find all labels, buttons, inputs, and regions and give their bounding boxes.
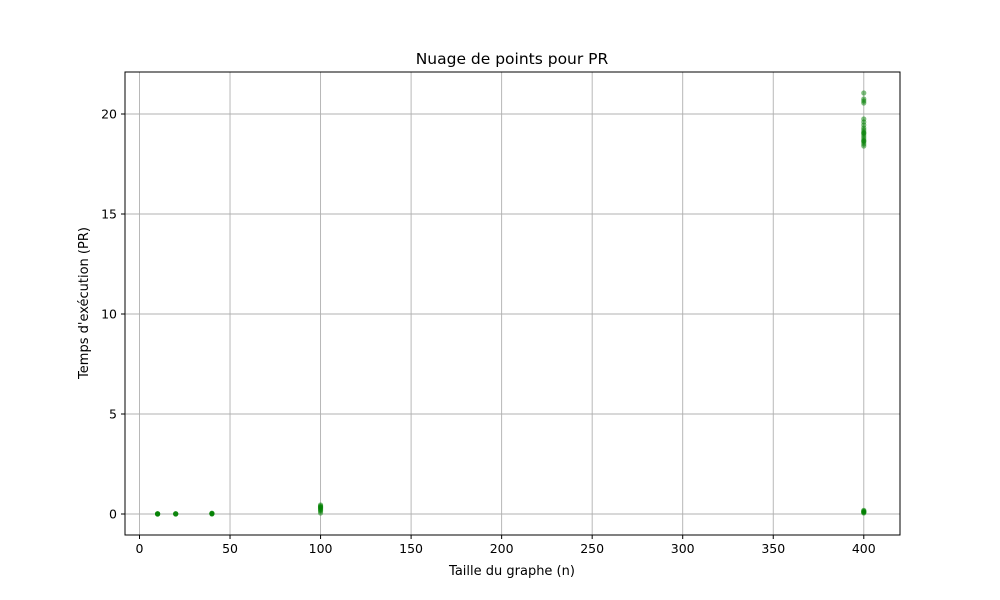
x-tick-label: 0 [136,541,144,556]
x-tick-label: 250 [580,541,604,556]
x-tick-label: 200 [490,541,514,556]
data-point [861,116,867,122]
y-tick-label: 15 [101,207,117,222]
y-tick-label: 0 [109,507,117,522]
x-tick-label: 100 [309,541,333,556]
x-tick-label: 400 [852,541,876,556]
x-tick-label: 300 [671,541,695,556]
y-axis-label: Temps d'exécution (PR) [77,227,92,380]
plot-frame [124,71,901,536]
data-point [861,90,867,96]
data-point [861,507,867,513]
data-point [209,511,215,517]
chart-title: Nuage de points pour PR [416,50,609,68]
x-tick-label: 350 [761,541,785,556]
x-axis-label: Taille du graphe (n) [448,564,575,579]
y-tick-label: 20 [101,107,117,122]
data-point [173,511,179,517]
x-tick-label: 50 [222,541,238,556]
data-point [861,96,867,102]
y-axis-ticks: 0 5 10 15 20 [101,107,125,522]
y-tick-label: 10 [101,307,117,322]
x-tick-label: 150 [399,541,423,556]
data-points [154,90,867,517]
data-point [317,502,324,508]
grid [125,72,900,535]
x-axis-ticks: 0 50 100 150 200 250 300 350 400 [136,535,876,556]
data-point [154,511,161,517]
y-tick-label: 5 [109,407,117,422]
